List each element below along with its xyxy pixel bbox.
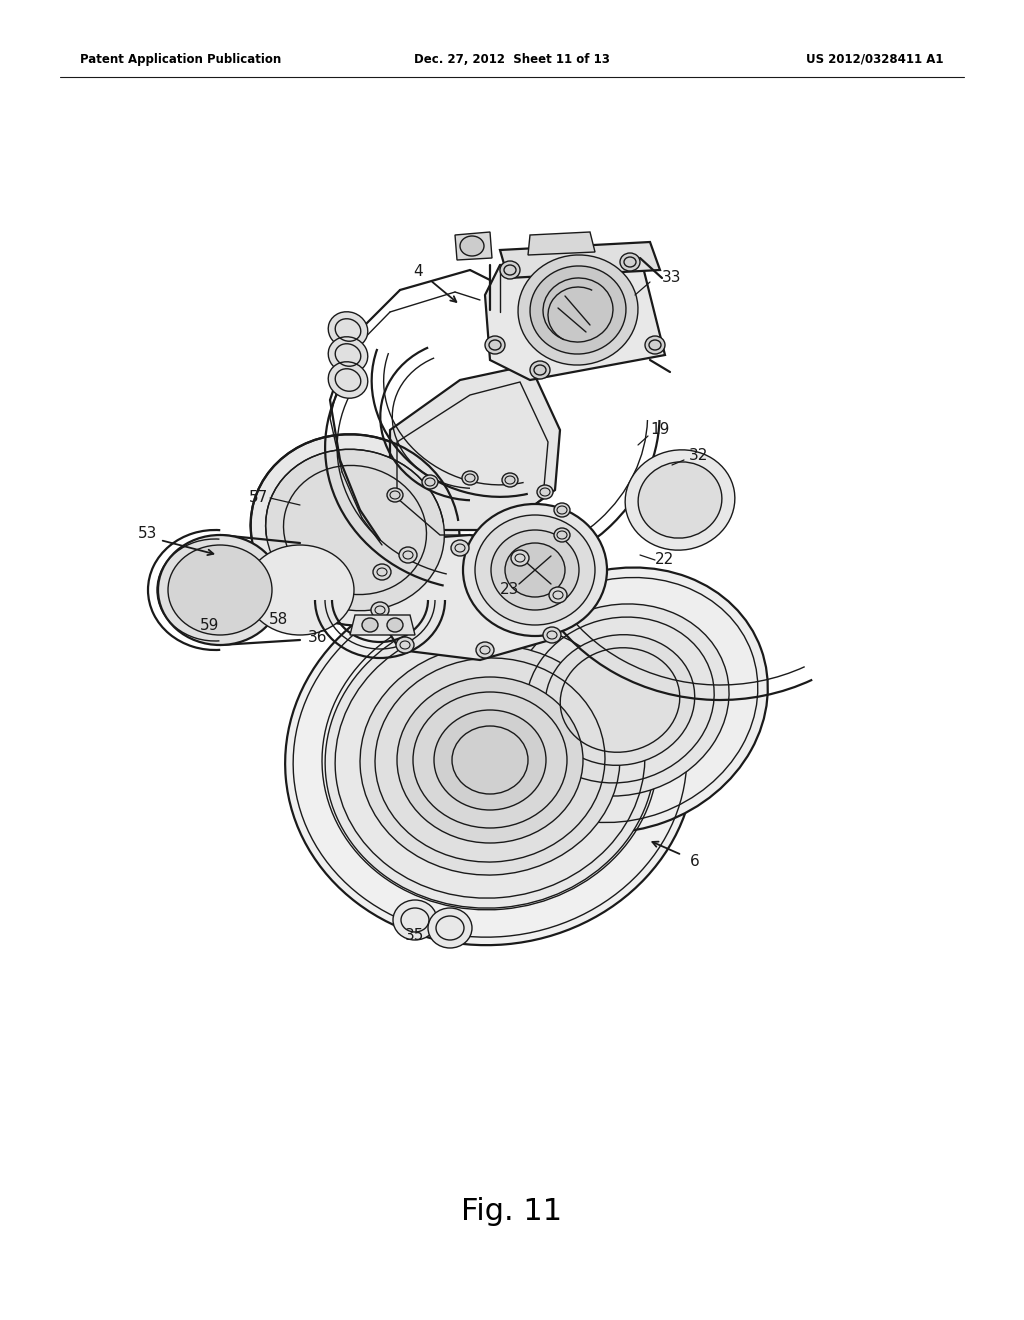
Text: 19: 19 [650,422,670,437]
Ellipse shape [490,531,579,610]
Ellipse shape [543,627,561,643]
Ellipse shape [554,528,570,543]
Ellipse shape [387,618,403,632]
Ellipse shape [393,900,437,940]
Text: Fig. 11: Fig. 11 [462,1197,562,1226]
Ellipse shape [625,450,735,550]
Ellipse shape [505,543,565,597]
Ellipse shape [434,710,546,810]
Text: 6: 6 [690,854,699,870]
Polygon shape [350,615,415,635]
Text: 32: 32 [688,447,708,462]
Ellipse shape [371,602,389,618]
Ellipse shape [485,337,505,354]
Ellipse shape [397,677,583,843]
Ellipse shape [265,449,444,611]
Ellipse shape [462,471,478,484]
Ellipse shape [530,265,626,354]
Ellipse shape [638,462,722,539]
Ellipse shape [329,337,368,374]
Ellipse shape [373,564,391,579]
Text: 36: 36 [308,631,328,645]
Ellipse shape [362,618,378,632]
Ellipse shape [387,488,403,502]
Ellipse shape [530,360,550,379]
Ellipse shape [399,546,417,564]
Ellipse shape [360,645,620,875]
Ellipse shape [285,574,695,945]
Ellipse shape [554,503,570,517]
Polygon shape [375,535,560,660]
Ellipse shape [518,255,638,366]
Ellipse shape [546,635,694,766]
Ellipse shape [463,504,607,636]
Ellipse shape [460,236,484,256]
Text: 58: 58 [268,612,288,627]
Ellipse shape [537,484,553,499]
Ellipse shape [476,642,494,657]
Ellipse shape [158,535,282,645]
Ellipse shape [475,515,595,624]
Text: US 2012/0328411 A1: US 2012/0328411 A1 [807,53,944,66]
Ellipse shape [168,545,272,635]
Text: Dec. 27, 2012  Sheet 11 of 13: Dec. 27, 2012 Sheet 11 of 13 [414,53,610,66]
Ellipse shape [502,473,518,487]
Ellipse shape [329,362,368,399]
Text: 35: 35 [406,928,425,942]
Text: 57: 57 [249,491,267,506]
Polygon shape [485,255,665,380]
Ellipse shape [549,587,567,603]
Text: 23: 23 [501,582,520,598]
Text: 59: 59 [201,619,220,634]
Ellipse shape [511,550,529,566]
Ellipse shape [422,475,438,488]
Text: 33: 33 [663,271,682,285]
Ellipse shape [645,337,665,354]
Text: 22: 22 [655,553,675,568]
Ellipse shape [511,605,729,796]
Ellipse shape [329,312,368,348]
Polygon shape [500,242,660,279]
Ellipse shape [326,612,655,908]
Ellipse shape [251,434,460,626]
Text: Patent Application Publication: Patent Application Publication [80,53,282,66]
Polygon shape [455,232,492,260]
Ellipse shape [451,540,469,556]
Text: 53: 53 [138,525,158,540]
Polygon shape [390,366,560,531]
Polygon shape [528,232,595,255]
Text: 4: 4 [414,264,423,280]
Ellipse shape [620,253,640,271]
Ellipse shape [472,568,768,833]
Ellipse shape [500,261,520,279]
Ellipse shape [246,545,354,635]
Ellipse shape [428,908,472,948]
Ellipse shape [396,638,414,653]
